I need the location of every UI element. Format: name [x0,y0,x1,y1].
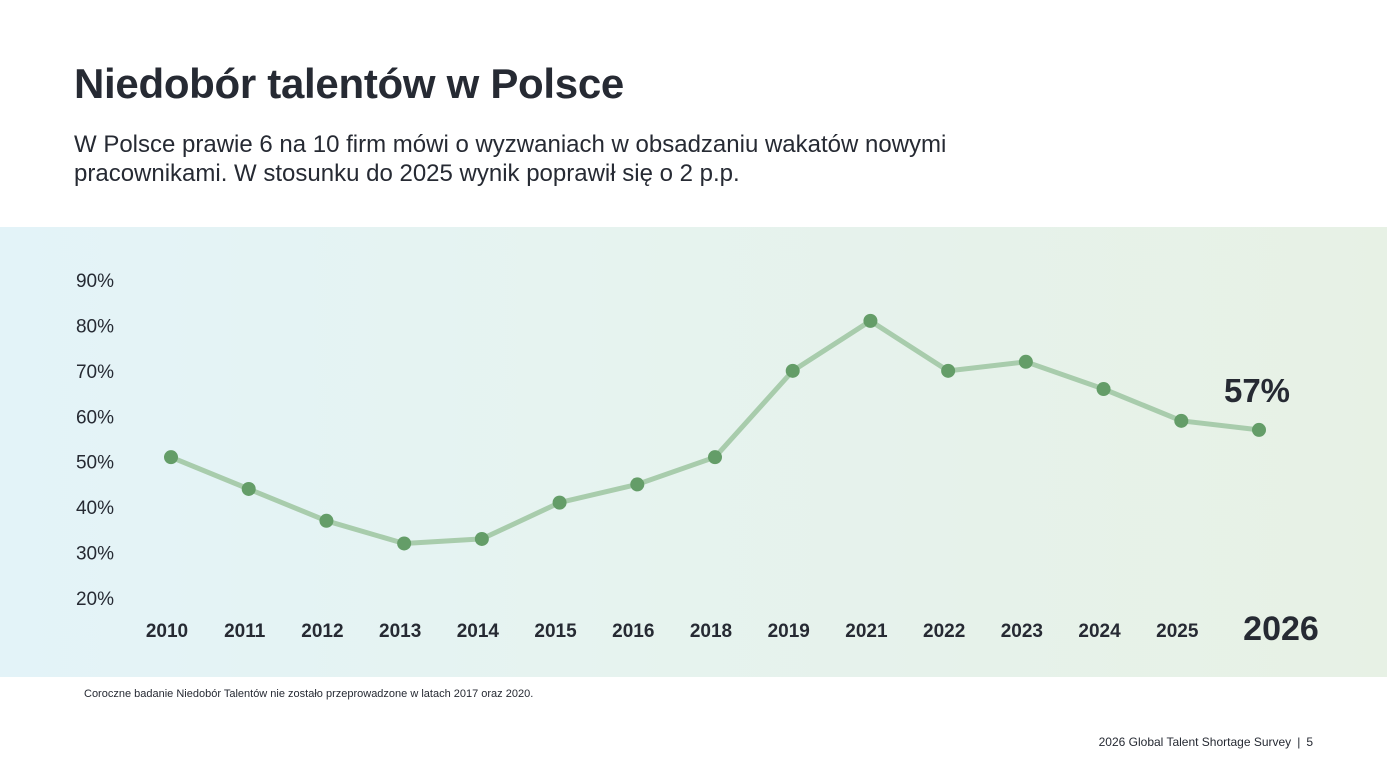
data-point [1252,422,1266,437]
x-tick-label: 2016 [612,621,654,642]
x-tick-label: 2025 [1156,621,1199,642]
x-tick-label: 2018 [690,621,732,642]
data-labels: 57% [1224,372,1290,409]
data-point [708,450,722,465]
x-tick-label: 2013 [379,621,421,642]
y-axis: 20% 30% 40% 50% 60% 70% 80% 90% [76,271,114,610]
x-tick-label: 2023 [1001,621,1043,642]
x-tick-label-highlight: 2026 [1243,610,1319,648]
x-tick-label: 2024 [1078,621,1121,642]
x-tick-label: 2014 [457,621,500,642]
chart-area: 20% 30% 40% 50% 60% 70% 80% 90% 2010 2011 2012 201… [0,227,1387,677]
footnote: Coroczne badanie Niedobór Talentów nie z… [84,688,534,700]
data-point [1174,413,1189,428]
x-tick-label: 2021 [845,621,888,642]
series-line [168,318,1262,546]
data-point [164,450,178,465]
data-point [1018,354,1033,369]
x-tick-label: 2015 [534,621,577,642]
data-point [863,313,878,328]
x-tick-label: 2022 [923,621,965,642]
y-tick-label: 90% [76,271,114,292]
x-tick-label: 2011 [224,621,266,642]
data-point [785,363,800,378]
page-number: 5 [1306,735,1313,749]
data-label-highlight: 57% [1224,372,1290,409]
y-tick-label: 80% [76,316,114,337]
footer-separator: | [1297,735,1301,749]
y-tick-label: 50% [76,453,114,474]
data-point [630,477,645,492]
line-chart: 20%30%40%50%60%70%80%90% 2010 2011 2012 201… [76,271,1319,648]
y-tick-label: 30% [76,544,114,565]
data-point [397,536,412,551]
data-point [241,481,256,496]
page-footer: 2026 Global Talent Shortage Survey | 5 [1099,735,1313,749]
data-points [164,313,1266,551]
page-title: Niedobór talentów w Polsce [74,60,624,107]
data-point [474,531,489,546]
y-tick-label: 60% [76,407,114,428]
x-tick-label: 2019 [768,621,810,642]
x-axis: 2010 2011 2012 2013 2014 2015 2016 2018 2019 2021… [146,610,1319,648]
x-tick-label: 2012 [301,621,343,642]
series-line-group [168,318,1262,546]
data-point [941,363,956,378]
y-tick-label: 40% [76,498,114,519]
y-tick-label: 70% [76,362,114,383]
data-point [552,495,567,510]
footer-survey-name: 2026 Global Talent Shortage Survey [1098,735,1292,749]
data-point [319,513,334,528]
data-point [1096,382,1111,397]
y-tick-label: 20% [76,589,114,610]
x-tick-label: 2010 [146,621,188,642]
page-subtitle: W Polsce prawie 6 na 10 firm mówi o wyzw… [74,131,947,187]
